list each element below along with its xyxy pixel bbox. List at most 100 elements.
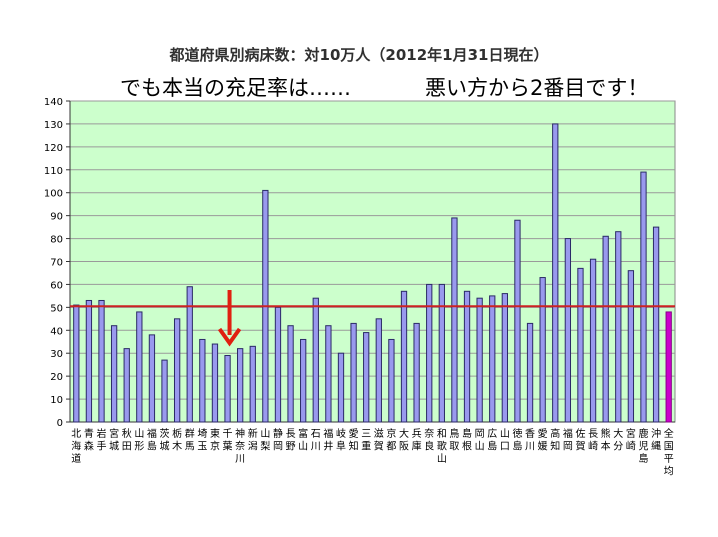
bar xyxy=(539,277,546,423)
chart-title: 都道府県別病床数：対10万人（2012年1月31日現在） xyxy=(169,46,549,64)
x-category-label: 福島 xyxy=(147,427,157,453)
x-category-label: 群馬 xyxy=(185,427,195,453)
y-tick-label: 140 xyxy=(44,97,63,108)
y-tick-label: 80 xyxy=(50,235,63,246)
y-tick-label: 70 xyxy=(50,258,63,269)
bar xyxy=(237,348,244,423)
bar xyxy=(211,343,219,423)
y-tick-label: 100 xyxy=(44,189,63,200)
x-category-label: 長崎 xyxy=(588,428,598,453)
bar xyxy=(199,338,206,423)
bar xyxy=(350,322,357,423)
x-category-label: 宮崎 xyxy=(626,427,636,453)
x-category-label: 福岡 xyxy=(563,427,573,453)
x-category-label: 愛知 xyxy=(349,427,359,453)
y-tick-label: 60 xyxy=(50,280,63,291)
bar xyxy=(123,348,130,423)
x-category-label: 徳島 xyxy=(512,427,522,453)
bar xyxy=(274,306,282,423)
y-tick-label: 20 xyxy=(50,372,63,383)
y-tick-label: 130 xyxy=(44,120,63,131)
x-category-label: 香川 xyxy=(525,428,535,453)
bar xyxy=(161,359,168,423)
y-tick-label: 30 xyxy=(50,349,63,360)
x-category-label: 青森 xyxy=(84,427,94,453)
x-category-label: 神奈川 xyxy=(235,427,245,465)
x-category-label: 北海道 xyxy=(71,428,81,465)
y-tick-label: 0 xyxy=(57,418,63,429)
bar xyxy=(300,338,307,423)
x-category-label: 高知 xyxy=(550,427,560,453)
x-category-label: 千葉 xyxy=(223,428,233,453)
x-category-label: 兵庫 xyxy=(412,427,422,453)
x-category-label: 石川 xyxy=(311,429,321,453)
x-category-label: 岐阜 xyxy=(336,427,346,453)
x-category-label: 大阪 xyxy=(399,427,409,453)
x-category-label: 沖縄 xyxy=(651,427,661,453)
bar xyxy=(98,299,105,423)
bar xyxy=(589,258,597,423)
x-category-label: 京都 xyxy=(386,427,396,453)
x-category-label: 山梨 xyxy=(260,428,270,453)
bar xyxy=(652,226,660,423)
bar xyxy=(526,322,534,423)
bar xyxy=(136,311,143,423)
x-category-label: 岩手 xyxy=(97,427,107,453)
bar xyxy=(413,322,420,423)
x-category-label: 鹿児島 xyxy=(638,427,648,465)
bar xyxy=(615,231,622,423)
bar xyxy=(73,304,80,423)
bar xyxy=(438,283,445,423)
x-category-label: 茨城 xyxy=(160,427,170,453)
y-tick-label: 50 xyxy=(50,303,63,314)
x-category-label: 広島 xyxy=(487,427,497,453)
bar xyxy=(173,318,181,423)
x-category-label: 東京 xyxy=(210,427,220,453)
bar xyxy=(577,267,584,423)
x-category-label: 愛媛 xyxy=(538,427,548,453)
x-category-label: 滋賀 xyxy=(374,427,384,453)
bar xyxy=(148,334,156,423)
bar xyxy=(224,355,231,423)
bar xyxy=(640,171,647,423)
bar xyxy=(363,332,370,423)
y-tick-label: 10 xyxy=(50,395,63,406)
bar xyxy=(249,345,256,423)
bar xyxy=(463,290,471,423)
bar xyxy=(426,283,433,423)
bar xyxy=(287,325,294,423)
bar xyxy=(501,293,508,423)
bar xyxy=(337,352,345,423)
highlight-arrow-head xyxy=(217,327,242,347)
x-category-label: 島根 xyxy=(462,427,472,453)
bar xyxy=(552,123,559,423)
bar xyxy=(186,286,193,423)
bar xyxy=(627,270,635,423)
x-category-label: 熊本 xyxy=(601,427,611,453)
x-category-label: 和歌山 xyxy=(437,428,447,465)
bar xyxy=(85,299,93,423)
x-category-label: 宮城 xyxy=(109,427,119,453)
y-tick-label: 110 xyxy=(44,166,63,177)
bar xyxy=(489,295,496,423)
bar xyxy=(375,318,382,423)
annotation-left: でも本当の充足率は…… xyxy=(120,76,351,100)
bar xyxy=(388,338,395,423)
bar xyxy=(514,219,521,423)
x-category-label: 新潟 xyxy=(248,427,258,453)
x-category-label: 栃木 xyxy=(172,427,182,453)
x-category-label: 山口 xyxy=(500,428,510,453)
bar xyxy=(476,297,483,423)
y-tick-label: 90 xyxy=(50,212,63,223)
x-category-label: 三重 xyxy=(361,429,371,453)
x-category-label: 佐賀 xyxy=(575,428,585,453)
y-tick-label: 120 xyxy=(44,143,63,154)
x-category-label: 山形 xyxy=(134,428,144,453)
x-category-label: 奈良 xyxy=(424,427,434,453)
bar xyxy=(451,217,458,423)
x-category-label: 埼玉 xyxy=(197,427,207,453)
x-category-label: 岡山 xyxy=(475,428,485,453)
bar-national-average xyxy=(665,311,672,423)
x-category-label: 富山 xyxy=(298,427,308,453)
